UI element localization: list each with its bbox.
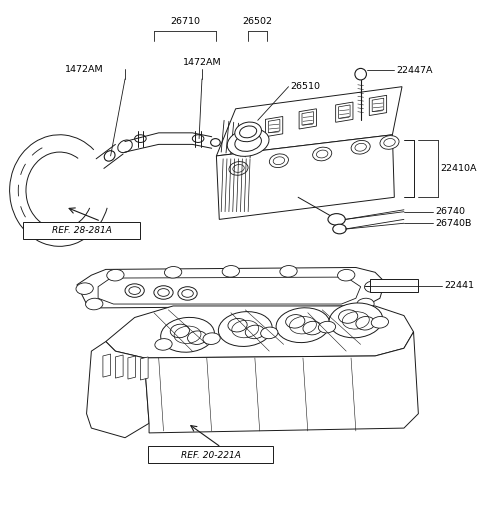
Ellipse shape: [154, 286, 173, 299]
Polygon shape: [86, 342, 149, 438]
Ellipse shape: [227, 129, 269, 156]
Ellipse shape: [222, 266, 240, 277]
Ellipse shape: [158, 289, 169, 296]
Ellipse shape: [203, 333, 220, 345]
Ellipse shape: [125, 284, 144, 297]
Ellipse shape: [170, 324, 190, 337]
Ellipse shape: [356, 317, 375, 330]
Bar: [370, 279, 419, 293]
Polygon shape: [216, 87, 402, 156]
Ellipse shape: [129, 287, 141, 294]
Ellipse shape: [85, 298, 103, 310]
Ellipse shape: [328, 214, 345, 225]
Polygon shape: [141, 357, 148, 380]
Polygon shape: [372, 98, 384, 111]
Text: 1472AM: 1472AM: [65, 65, 104, 74]
Polygon shape: [336, 102, 353, 122]
Ellipse shape: [228, 319, 247, 332]
Text: 26502: 26502: [243, 17, 273, 26]
Polygon shape: [216, 135, 394, 219]
Ellipse shape: [364, 281, 382, 293]
Ellipse shape: [269, 154, 288, 167]
Text: 26710: 26710: [170, 17, 201, 26]
Ellipse shape: [371, 317, 388, 328]
Polygon shape: [302, 111, 313, 125]
Ellipse shape: [155, 338, 172, 350]
Ellipse shape: [218, 312, 272, 347]
Text: 22447A: 22447A: [396, 66, 433, 75]
Ellipse shape: [188, 331, 207, 345]
Polygon shape: [338, 105, 350, 119]
Ellipse shape: [312, 147, 332, 161]
Ellipse shape: [276, 308, 330, 343]
Ellipse shape: [229, 161, 248, 175]
Ellipse shape: [235, 122, 262, 142]
Text: 22441: 22441: [444, 281, 474, 290]
Ellipse shape: [329, 303, 383, 338]
Ellipse shape: [357, 298, 374, 310]
Polygon shape: [77, 268, 384, 308]
Polygon shape: [115, 355, 123, 378]
Ellipse shape: [380, 135, 399, 149]
Text: 26740: 26740: [436, 207, 466, 216]
Text: 26510: 26510: [290, 82, 321, 91]
Polygon shape: [144, 332, 419, 433]
Ellipse shape: [280, 266, 297, 277]
Ellipse shape: [355, 68, 366, 80]
Ellipse shape: [318, 321, 336, 333]
Ellipse shape: [240, 126, 257, 138]
Polygon shape: [103, 354, 110, 377]
Ellipse shape: [351, 140, 370, 154]
Polygon shape: [265, 117, 283, 137]
Polygon shape: [268, 120, 280, 133]
Ellipse shape: [178, 287, 197, 300]
Text: 1472AM: 1472AM: [183, 58, 221, 67]
Ellipse shape: [165, 267, 182, 278]
Ellipse shape: [338, 310, 358, 323]
Ellipse shape: [337, 269, 355, 281]
Text: REF. 20-221A: REF. 20-221A: [180, 450, 240, 460]
Polygon shape: [128, 356, 136, 379]
FancyBboxPatch shape: [23, 222, 141, 239]
Polygon shape: [299, 109, 316, 129]
Ellipse shape: [182, 290, 193, 297]
Ellipse shape: [76, 283, 93, 294]
Ellipse shape: [261, 327, 278, 338]
Ellipse shape: [333, 224, 346, 234]
Text: REF. 28-281A: REF. 28-281A: [52, 227, 112, 236]
Polygon shape: [98, 277, 360, 304]
Ellipse shape: [286, 315, 305, 328]
Text: 22410A: 22410A: [441, 164, 477, 173]
FancyBboxPatch shape: [148, 446, 273, 463]
Text: 26740B: 26740B: [436, 219, 472, 228]
Ellipse shape: [245, 325, 264, 338]
Ellipse shape: [303, 321, 322, 335]
Polygon shape: [106, 306, 414, 358]
Ellipse shape: [161, 318, 215, 352]
Ellipse shape: [107, 269, 124, 281]
Polygon shape: [369, 95, 386, 116]
